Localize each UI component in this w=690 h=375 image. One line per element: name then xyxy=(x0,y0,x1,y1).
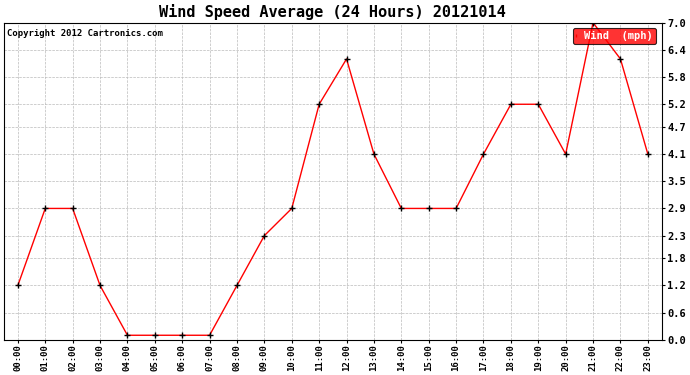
Title: Wind Speed Average (24 Hours) 20121014: Wind Speed Average (24 Hours) 20121014 xyxy=(159,4,506,20)
Text: Copyright 2012 Cartronics.com: Copyright 2012 Cartronics.com xyxy=(8,29,164,38)
Legend: Wind  (mph): Wind (mph) xyxy=(573,28,656,44)
